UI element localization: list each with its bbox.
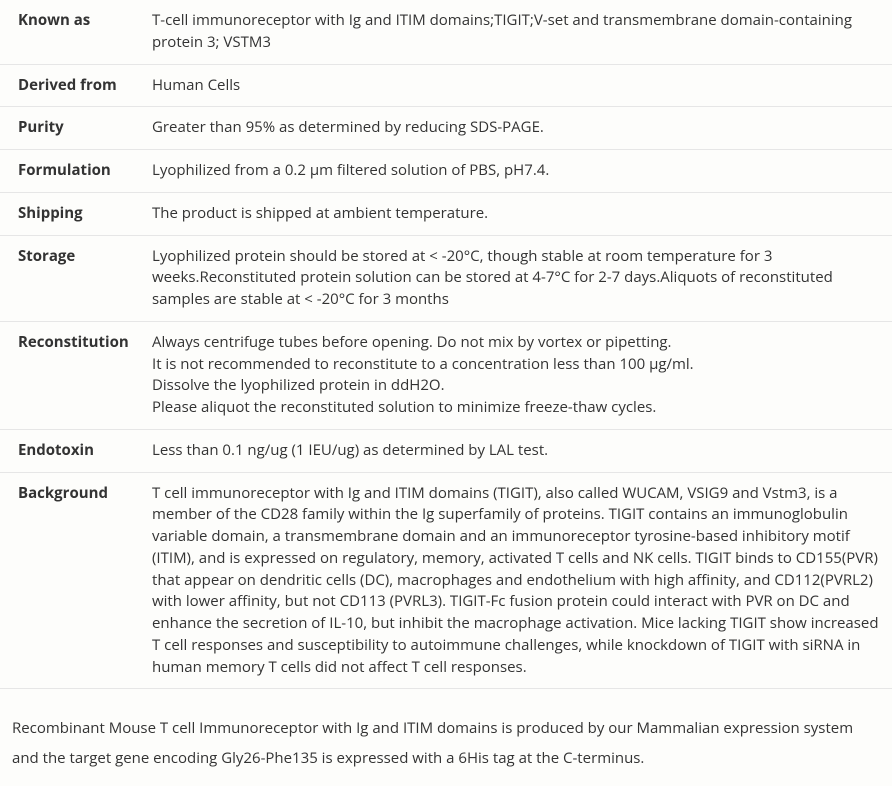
row-value-line: Greater than 95% as determined by reduci…	[152, 117, 880, 139]
row-label: Formulation	[18, 160, 152, 182]
table-row: Known asT-cell immunoreceptor with Ig an…	[0, 0, 892, 64]
table-row: ShippingThe product is shipped at ambien…	[0, 192, 892, 235]
row-value-line: Human Cells	[152, 75, 880, 97]
row-value: Lyophilized from a 0.2 μm filtered solut…	[152, 160, 880, 182]
spec-table: Known asT-cell immunoreceptor with Ig an…	[0, 0, 892, 689]
table-row: StorageLyophilized protein should be sto…	[0, 235, 892, 321]
table-row: FormulationLyophilized from a 0.2 μm fil…	[0, 149, 892, 192]
table-row: PurityGreater than 95% as determined by …	[0, 106, 892, 149]
row-label: Shipping	[18, 203, 152, 225]
row-label: Storage	[18, 246, 152, 311]
table-row: ReconstitutionAlways centrifuge tubes be…	[0, 321, 892, 429]
row-value-line: Always centrifuge tubes before opening. …	[152, 332, 880, 354]
row-value: Always centrifuge tubes before opening. …	[152, 332, 880, 419]
row-value-line: T-cell immunoreceptor with Ig and ITIM d…	[152, 10, 880, 54]
row-value-line: The product is shipped at ambient temper…	[152, 203, 880, 225]
row-label: Derived from	[18, 75, 152, 97]
row-label: Endotoxin	[18, 440, 152, 462]
row-value: T cell immunoreceptor with Ig and ITIM d…	[152, 483, 880, 679]
footer-description: Recombinant Mouse T cell Immunoreceptor …	[0, 689, 892, 785]
row-label: Reconstitution	[18, 332, 152, 419]
row-value-line: Lyophilized from a 0.2 μm filtered solut…	[152, 160, 880, 182]
row-value-line: Please aliquot the reconstituted solutio…	[152, 397, 880, 419]
row-label: Purity	[18, 117, 152, 139]
row-value-line: Dissolve the lyophilized protein in ddH2…	[152, 375, 880, 397]
row-label: Background	[18, 483, 152, 679]
row-value: The product is shipped at ambient temper…	[152, 203, 880, 225]
row-value: Less than 0.1 ng/ug (1 IEU/ug) as determ…	[152, 440, 880, 462]
table-row: BackgroundT cell immunoreceptor with Ig …	[0, 472, 892, 690]
row-value: Greater than 95% as determined by reduci…	[152, 117, 880, 139]
row-value: Human Cells	[152, 75, 880, 97]
row-value-line: Less than 0.1 ng/ug (1 IEU/ug) as determ…	[152, 440, 880, 462]
row-value: T-cell immunoreceptor with Ig and ITIM d…	[152, 10, 880, 54]
row-value-line: Lyophilized protein should be stored at …	[152, 246, 880, 311]
table-row: EndotoxinLess than 0.1 ng/ug (1 IEU/ug) …	[0, 429, 892, 472]
row-value-line: It is not recommended to reconstitute to…	[152, 354, 880, 376]
row-label: Known as	[18, 10, 152, 54]
row-value-line: T cell immunoreceptor with Ig and ITIM d…	[152, 483, 880, 679]
row-value: Lyophilized protein should be stored at …	[152, 246, 880, 311]
table-row: Derived fromHuman Cells	[0, 64, 892, 107]
